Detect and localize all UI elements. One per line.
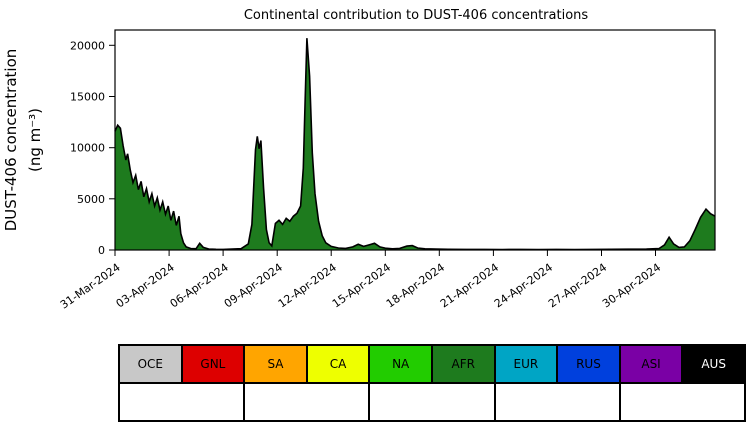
x-tick-label: 27-Apr-2024 bbox=[546, 261, 609, 311]
legend-footer-cell bbox=[368, 382, 496, 422]
y-axis-label-line1: DUST-406 concentration bbox=[2, 49, 20, 232]
legend-item-GNL: GNL bbox=[180, 344, 246, 384]
x-tick-label: 31-Mar-2024 bbox=[58, 261, 123, 312]
y-tick-label: 5000 bbox=[77, 193, 105, 206]
x-tick-label: 12-Apr-2024 bbox=[276, 261, 339, 311]
legend-item-AFR: AFR bbox=[430, 344, 496, 384]
legend-footer-cell bbox=[118, 382, 246, 422]
y-tick-label: 10000 bbox=[70, 142, 105, 155]
area-series-AFR bbox=[115, 38, 715, 251]
y-axis-label-line2: (ng m⁻³) bbox=[26, 108, 44, 172]
legend-item-CA: CA bbox=[305, 344, 371, 384]
plot-area: 0 5000 10000 15000 20000 31-Mar-202403-Apr-20… bbox=[58, 29, 716, 312]
page: { "chart_data": { "type": "area", "title… bbox=[2, 8, 747, 422]
legend-item-OCE: OCE bbox=[118, 344, 183, 384]
x-tick-label: 21-Apr-2024 bbox=[438, 261, 501, 311]
legend-item-NA: NA bbox=[368, 344, 433, 384]
plot-frame bbox=[114, 29, 716, 251]
legend-footer-cell bbox=[493, 382, 621, 422]
x-tick-label: 09-Apr-2024 bbox=[222, 261, 285, 311]
continent-legend: OCE GNL SA CA NA AFR EUR RUS ASI AUS bbox=[118, 344, 746, 384]
x-tick-label: 03-Apr-2024 bbox=[114, 261, 177, 311]
x-tick-label: 06-Apr-2024 bbox=[168, 261, 231, 311]
legend-item-EUR: EUR bbox=[493, 344, 559, 384]
chart-title: Continental contribution to DUST-406 con… bbox=[244, 8, 589, 23]
legend-item-RUS: RUS bbox=[556, 344, 621, 384]
x-tick-label: 24-Apr-2024 bbox=[492, 261, 555, 311]
y-tick-label: 15000 bbox=[70, 91, 105, 104]
legend-footer-row bbox=[118, 382, 747, 422]
dust-concentration-chart: Continental contribution to DUST-406 con… bbox=[2, 8, 716, 312]
y-tick-label: 0 bbox=[98, 244, 105, 257]
x-tick-label: 15-Apr-2024 bbox=[330, 261, 393, 311]
legend-footer-cell bbox=[618, 382, 747, 422]
legend-footer-cell bbox=[243, 382, 371, 422]
y-tick-label: 20000 bbox=[70, 39, 105, 52]
legend-item-AUS: AUS bbox=[681, 344, 746, 384]
x-tick-label: 30-Apr-2024 bbox=[600, 261, 663, 311]
x-tick-label: 18-Apr-2024 bbox=[384, 261, 447, 311]
legend-item-SA: SA bbox=[243, 344, 308, 384]
legend-item-ASI: ASI bbox=[618, 344, 684, 384]
total-concentration-line bbox=[114, 38, 716, 251]
